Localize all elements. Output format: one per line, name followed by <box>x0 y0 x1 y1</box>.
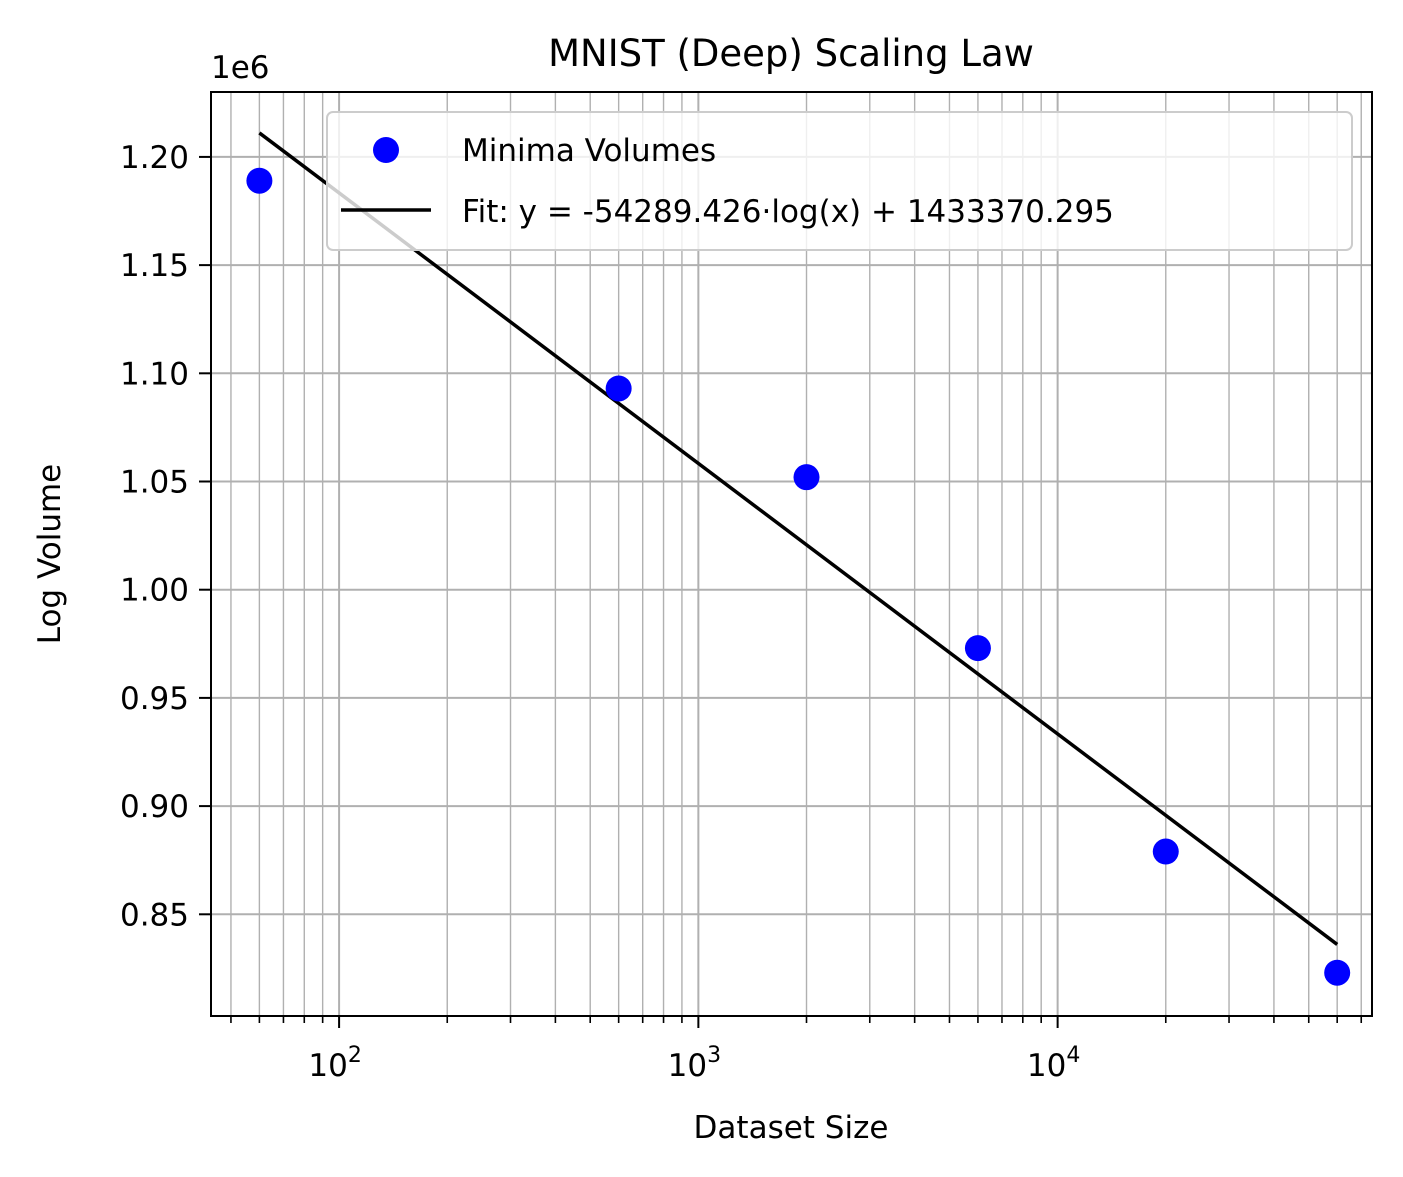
legend-box <box>326 111 1353 251</box>
chart-title: MNIST (Deep) Scaling Law <box>548 32 1034 75</box>
legend-label-fit: Fit: y = -54289.426·log(x) + 1433370.295 <box>462 194 1114 230</box>
tick-layer: 102 103 104 0.85 0.90 0.95 1.00 1.05 1.10 1.15 1.2… <box>120 140 1363 1084</box>
data-point <box>1324 959 1351 986</box>
data-point <box>964 635 991 662</box>
y-tick-label: 1.10 <box>120 356 189 392</box>
x-tick-label: 103 <box>668 1043 721 1084</box>
data-point <box>246 167 273 194</box>
data-point <box>793 464 820 491</box>
legend: Minima Volumes Fit: y = -54289.426·log(x… <box>326 111 1353 251</box>
y-tick-label: 1.00 <box>120 573 189 609</box>
y-tick-label: 1.15 <box>120 248 189 284</box>
y-axis-label: Log Volume <box>32 464 68 645</box>
legend-label-minima: Minima Volumes <box>462 133 716 169</box>
axes-frame <box>210 91 1373 1017</box>
y-tick-label: 0.90 <box>120 789 189 825</box>
y-tick-label: 0.95 <box>120 681 189 717</box>
y-tick-label: 1.20 <box>120 140 189 176</box>
data-layer <box>246 131 1351 986</box>
x-tick-label: 102 <box>308 1043 361 1084</box>
fit-line <box>258 131 1339 946</box>
data-point <box>1152 838 1179 865</box>
y-offset-label: 1e6 <box>211 50 270 86</box>
x-tick-label: 104 <box>1027 1043 1080 1084</box>
y-tick-label: 0.85 <box>120 897 189 933</box>
legend-marker-minima <box>373 137 399 163</box>
data-point <box>605 375 632 402</box>
x-axis-label: Dataset Size <box>694 1110 889 1146</box>
y-tick-label: 1.05 <box>120 465 189 501</box>
